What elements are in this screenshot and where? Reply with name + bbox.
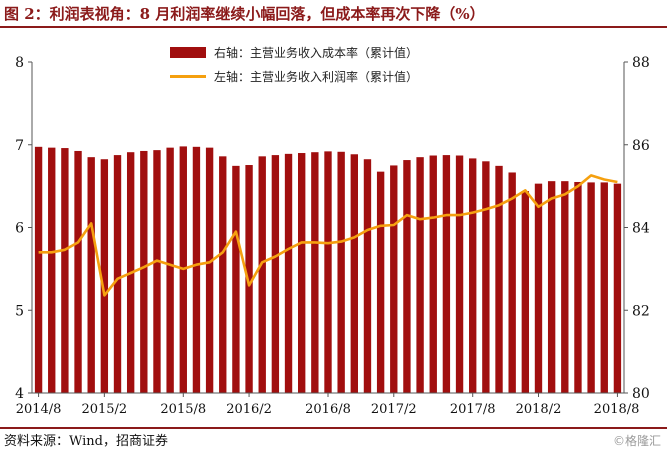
x-tick-label: 2015/8 [160,402,206,417]
bar-mark [219,156,227,393]
bar-mark [245,165,253,393]
bar-mark [166,147,174,393]
bar-mark [508,172,516,393]
bar-mark [74,150,82,393]
legend-item-line: 左轴：主营业务收入利润率（累计值） [170,64,418,88]
bar-mark [284,153,293,393]
bar-mark [429,155,437,393]
bar-mark [390,165,398,393]
bar-mark [311,152,319,393]
x-tick-label: 2016/8 [305,402,351,417]
bar-mark [469,158,477,393]
legend-label-line: 左轴：主营业务收入利润率（累计值） [214,69,419,84]
bar-mark [324,151,332,393]
source-note: 资料来源：Wind，招商证券 [4,434,168,449]
x-tick-label: 2015/2 [81,402,127,417]
y-left-tick-label: 7 [15,138,24,154]
bar-mark [587,182,595,393]
bar-mark [271,155,280,393]
bar-mark [600,182,608,393]
legend-label-bar: 右轴：主营业务收入成本率（累计值） [214,45,419,60]
bar-mark [192,146,201,393]
bar-mark [547,181,556,393]
y-left-tick-label: 8 [15,55,24,71]
source-rule [0,427,667,429]
bar-mark [363,159,372,393]
bar-mark [416,157,424,393]
bar-mark [153,150,161,393]
bar-mark [100,159,109,393]
legend-item-bar: 右轴：主营业务收入成本率（累计值） [170,40,418,64]
bar-mark [561,181,569,393]
bar-mark [574,181,582,393]
bar-mark [482,161,490,393]
y-right-tick-label: 86 [632,138,650,154]
bar-mark [87,157,95,393]
x-tick-label: 2017/2 [371,402,417,417]
y-left-tick-label: 4 [15,386,24,402]
x-tick-label: 2014/8 [16,402,62,417]
y-left-tick-label: 5 [15,303,24,319]
x-tick-label: 2016/2 [226,402,272,417]
bar-mark [403,160,411,393]
bar-mark [350,154,358,393]
y-right-tick-label: 80 [632,386,650,402]
bar-mark [495,165,503,393]
bar-mark [442,155,451,393]
watermark: ©格隆汇 [612,434,661,448]
bar-mark [613,183,622,393]
x-tick-label: 2018/2 [516,402,562,417]
bar-mark [298,153,306,393]
x-tick-label: 2017/8 [450,402,496,417]
y-right-tick-label: 82 [632,303,650,319]
y-right-tick-label: 84 [632,221,650,237]
title-rule [0,26,667,28]
bar-mark [48,147,56,393]
bar-mark [521,191,530,393]
bar-mark [258,156,266,393]
bar-mark [140,150,148,393]
bar-mark [113,155,122,393]
legend-swatch-bar [170,46,206,58]
legend: 右轴：主营业务收入成本率（累计值） 左轴：主营业务收入利润率（累计值） [170,40,418,88]
bar-mark [205,147,214,393]
bar-mark [455,155,464,393]
bar-mark [534,183,543,393]
y-right-tick-label: 88 [632,55,650,71]
bar-mark [376,171,385,393]
bar-mark [61,148,69,393]
line-series [38,174,618,297]
bar-mark [337,151,345,393]
x-tick-label: 2018/8 [594,402,640,417]
legend-swatch-line [170,74,206,78]
bar-mark [34,146,43,393]
bar-mark [232,165,240,393]
chart-title: 图 2：利润表视角：8 月利润率继续小幅回落，但成本率再次下降（%） [4,5,485,23]
y-left-tick-label: 6 [15,221,24,237]
